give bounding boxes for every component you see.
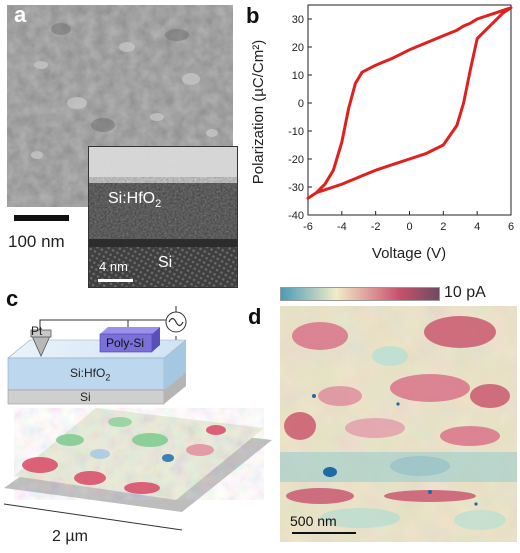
y-tick-label: 10 — [292, 70, 304, 82]
panel-c-letter: c — [6, 286, 19, 311]
panel-d-letter: d — [248, 304, 262, 329]
panel-b-letter: b — [246, 3, 260, 28]
substrate-label: Si — [80, 390, 91, 404]
afm-3d-hotspots — [22, 417, 226, 494]
afm-3d-scale-line — [3, 503, 183, 531]
pt-probe-cantilever — [30, 329, 52, 338]
y-axis-label: Polarization (µC/Cm²) — [250, 40, 267, 185]
x-tick-label: 0 — [406, 221, 412, 233]
y-tick-label: -20 — [288, 154, 304, 166]
afm-map-scale-bar — [292, 532, 356, 534]
film-side-face — [164, 340, 186, 390]
pt-probe-label: Pt — [31, 324, 43, 338]
tem-film-label-main: Si:HfO — [108, 190, 156, 207]
tem-substrate-label: Si — [158, 254, 173, 271]
y-tick-label: 30 — [292, 14, 304, 26]
x-tick-label: -6 — [303, 221, 313, 233]
hysteresis-loop — [306, 6, 513, 200]
tem-lattice-texture — [89, 147, 237, 287]
electrode-top-face — [100, 327, 160, 334]
y-tick-group: -40 -30 -20 -10 0 10 20 30 — [288, 14, 312, 222]
x-tick-label: -2 — [371, 221, 381, 233]
y-tick-label: 0 — [298, 98, 304, 110]
x-tick-label: 2 — [440, 221, 446, 233]
afm-3d-scale-label: 2 µm — [52, 528, 88, 545]
ac-source-wave — [168, 317, 184, 327]
substrate-side-face — [164, 372, 186, 404]
tem-scale-label: 4 nm — [99, 259, 128, 274]
panel-a-letter: a — [14, 2, 27, 27]
electrode-side-face — [152, 327, 160, 352]
device-schematic — [4, 306, 272, 512]
current-map-dark-spots — [312, 394, 478, 506]
tem-film-label: Si:HfO2 — [108, 190, 161, 210]
x-tick-label: 6 — [508, 221, 514, 233]
sem-image — [7, 5, 233, 207]
electrode-label: Poly-Si — [106, 336, 145, 350]
afm-map-scale-label: 500 nm — [290, 513, 337, 529]
y-tick-label: -30 — [288, 182, 304, 194]
film-label-sub: 2 — [105, 372, 111, 383]
current-colorbar — [280, 287, 440, 301]
tem-scale-bar — [98, 279, 133, 282]
colorbar-max-label: 10 pA — [444, 284, 486, 301]
current-map-texture — [280, 306, 517, 542]
conductive-afm-map — [280, 306, 517, 542]
x-tick-label: -4 — [337, 221, 347, 233]
y-tick-label: 20 — [292, 42, 304, 54]
film-front-face — [7, 357, 165, 391]
film-label: Si:HfO2 — [70, 366, 110, 382]
y-tick-label: -10 — [288, 126, 304, 138]
tem-film-label-sub: 2 — [155, 198, 162, 211]
x-tick-group: -6 -4 -2 0 2 4 6 — [303, 211, 514, 233]
y-tick-label: -40 — [288, 210, 304, 222]
tem-inset-image — [88, 146, 238, 288]
x-axis-label: Voltage (V) — [372, 245, 446, 262]
film-label-main: Si:HfO — [70, 366, 106, 380]
sem-scale-bar — [14, 215, 69, 221]
x-tick-label: 4 — [474, 221, 480, 233]
sem-scale-label: 100 nm — [8, 232, 65, 251]
